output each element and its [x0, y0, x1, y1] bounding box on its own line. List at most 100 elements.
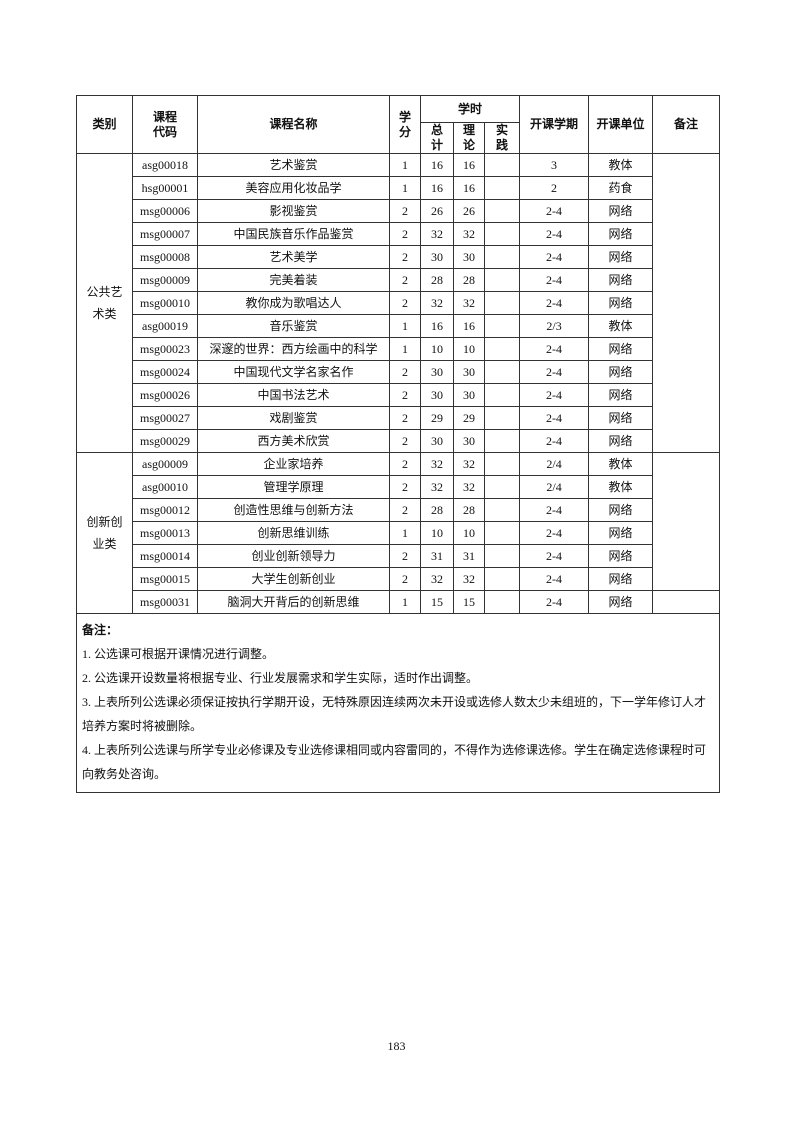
hours-total: 16 — [420, 176, 454, 200]
term: 2-4 — [519, 498, 590, 522]
unit: 网络 — [588, 199, 654, 223]
course-code: msg00012 — [132, 498, 198, 522]
course-name: 教你成为歌唱达人 — [197, 291, 390, 315]
table-row: asg00010 管理学原理 2 32 32 2/4 教体 — [77, 475, 720, 499]
table-row: msg00023 深邃的世界：西方绘画中的科学 1 10 10 2-4 网络 — [77, 337, 720, 361]
hours-total: 28 — [420, 268, 454, 292]
course-code: msg00031 — [132, 590, 198, 614]
course-table: 类别 课程 代码 课程名称 学 分 学时 开课学期 开课单位 备注 总 计 理 … — [75, 95, 721, 793]
course-name: 中国民族音乐作品鉴赏 — [197, 222, 390, 246]
note-item: 3. 上表所列公选课必须保证按执行学期开设，无特殊原因连续两次未开设或选修人数太… — [82, 695, 707, 733]
course-name: 艺术鉴赏 — [197, 153, 390, 177]
unit: 网络 — [588, 429, 654, 453]
unit: 药食 — [588, 176, 654, 200]
credit: 1 — [389, 176, 421, 200]
credit: 2 — [389, 222, 421, 246]
header-code: 课程 代码 — [132, 95, 198, 154]
table-row: msg00006 影视鉴赏 2 26 26 2-4 网络 — [77, 199, 720, 223]
unit: 网络 — [588, 245, 654, 269]
credit: 2 — [389, 452, 421, 476]
hours-practice — [483, 291, 521, 315]
header-remarks: 备注 — [652, 95, 721, 154]
term: 2-4 — [519, 383, 590, 407]
term: 2/3 — [519, 314, 590, 338]
unit: 网络 — [588, 567, 654, 591]
hours-total: 30 — [420, 429, 454, 453]
course-code: msg00015 — [132, 567, 198, 591]
term: 2-4 — [519, 429, 590, 453]
page-number: 183 — [387, 1039, 406, 1053]
credit: 2 — [389, 498, 421, 522]
remarks-cell — [652, 590, 721, 614]
hours-theory: 16 — [453, 176, 485, 200]
hours-practice — [483, 544, 521, 568]
hours-practice — [483, 153, 521, 177]
course-code: msg00024 — [132, 360, 198, 384]
term: 2-4 — [519, 268, 590, 292]
hours-practice — [483, 222, 521, 246]
hours-theory: 28 — [453, 268, 485, 292]
table-row: asg00019 音乐鉴赏 1 16 16 2/3 教体 — [77, 314, 720, 338]
hours-theory: 32 — [453, 222, 485, 246]
credit: 2 — [389, 199, 421, 223]
unit: 网络 — [588, 291, 654, 315]
unit: 网络 — [588, 521, 654, 545]
unit: 网络 — [588, 590, 654, 614]
remarks-cell — [652, 452, 721, 591]
hours-total: 30 — [420, 383, 454, 407]
credit: 2 — [389, 383, 421, 407]
hours-total: 15 — [420, 590, 454, 614]
term: 2 — [519, 176, 590, 200]
hours-theory: 31 — [453, 544, 485, 568]
table-row: msg00024 中国现代文学名家名作 2 30 30 2-4 网络 — [77, 360, 720, 384]
term: 2-4 — [519, 291, 590, 315]
term: 2/4 — [519, 475, 590, 499]
hours-total: 16 — [420, 314, 454, 338]
term: 2-4 — [519, 337, 590, 361]
hours-total: 10 — [420, 521, 454, 545]
credit: 1 — [389, 590, 421, 614]
header-term: 开课学期 — [519, 95, 590, 154]
course-name: 中国书法艺术 — [197, 383, 390, 407]
hours-practice — [483, 314, 521, 338]
credit: 2 — [389, 406, 421, 430]
term: 2-4 — [519, 199, 590, 223]
hours-practice — [483, 176, 521, 200]
hours-theory: 30 — [453, 360, 485, 384]
course-name: 脑洞大开背后的创新思维 — [197, 590, 390, 614]
header-name: 课程名称 — [197, 95, 390, 154]
course-name: 美容应用化妆品学 — [197, 176, 390, 200]
header-unit: 开课单位 — [588, 95, 654, 154]
table-row: 创新创 业类 asg00009 企业家培养 2 32 32 2/4 教体 — [76, 452, 721, 614]
header-hours: 学时 — [419, 95, 521, 123]
hours-theory: 10 — [453, 337, 485, 361]
term: 2-4 — [519, 567, 590, 591]
unit: 网络 — [588, 268, 654, 292]
credit: 1 — [389, 153, 421, 177]
course-name: 艺术美学 — [197, 245, 390, 269]
hours-theory: 32 — [453, 291, 485, 315]
hours-practice — [483, 245, 521, 269]
credit: 2 — [389, 429, 421, 453]
credit: 1 — [389, 314, 421, 338]
table-row: 公共艺 术类 asg00018 艺术鉴赏 1 16 16 3 教体 — [76, 153, 721, 453]
course-code: msg00026 — [132, 383, 198, 407]
term: 2-4 — [519, 406, 590, 430]
unit: 网络 — [588, 383, 654, 407]
table-row: msg00015 大学生创新创业 2 32 32 2-4 网络 — [77, 567, 720, 591]
hours-practice — [483, 337, 521, 361]
credit: 2 — [389, 245, 421, 269]
course-code: asg00009 — [132, 452, 198, 476]
course-code: asg00018 — [132, 153, 198, 177]
term: 2-4 — [519, 245, 590, 269]
hours-total: 32 — [420, 567, 454, 591]
hours-theory: 29 — [453, 406, 485, 430]
hours-total: 32 — [420, 475, 454, 499]
table-row: msg00026 中国书法艺术 2 30 30 2-4 网络 — [77, 383, 720, 407]
course-code: msg00014 — [132, 544, 198, 568]
course-name: 西方美术欣赏 — [197, 429, 390, 453]
term: 2-4 — [519, 222, 590, 246]
hours-total: 32 — [420, 222, 454, 246]
notes-cell: 备注： 1. 公选课可根据开课情况进行调整。 2. 公选课开设数量将根据专业、行… — [75, 613, 721, 793]
table-row: msg00008 艺术美学 2 30 30 2-4 网络 — [77, 245, 720, 269]
